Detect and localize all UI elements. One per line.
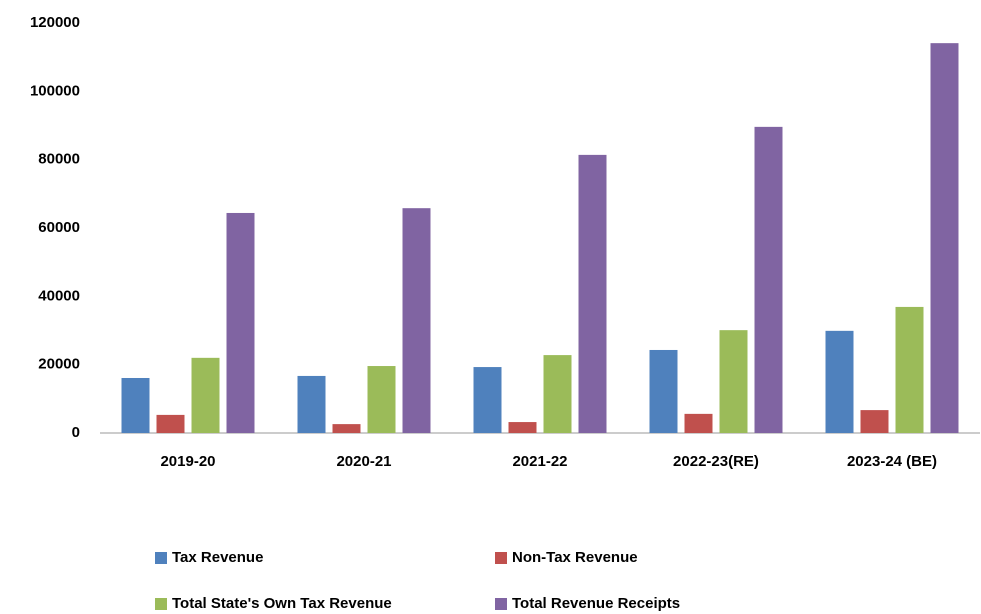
bar [367, 366, 396, 433]
bar [930, 43, 959, 434]
bar [825, 330, 854, 433]
y-tick-label: 0 [72, 424, 80, 441]
bar [191, 357, 220, 433]
bar [402, 208, 431, 433]
y-tick-label: 40000 [38, 287, 80, 304]
legend-label: Total Revenue Receipts [512, 595, 680, 612]
bar [684, 413, 713, 433]
legend-swatch [155, 598, 167, 610]
y-tick-label: 20000 [38, 356, 80, 373]
y-tick-label: 80000 [38, 151, 80, 168]
legend-label: Tax Revenue [172, 549, 263, 566]
bar [473, 367, 502, 433]
y-tick-label: 120000 [30, 14, 80, 31]
bar [508, 422, 537, 433]
legend-label: Non-Tax Revenue [512, 549, 638, 566]
bar [649, 349, 678, 433]
bar [543, 355, 572, 433]
bar [754, 126, 783, 433]
x-tick-label: 2022-23(RE) [673, 453, 759, 470]
y-tick-label: 100000 [30, 82, 80, 99]
x-tick-label: 2019-20 [160, 453, 215, 470]
legend-label: Total State's Own Tax Revenue [172, 595, 392, 612]
bar [226, 212, 255, 433]
legend-swatch [155, 552, 167, 564]
bar [121, 377, 150, 433]
legend-swatch [495, 598, 507, 610]
x-tick-label: 2020-21 [336, 453, 391, 470]
bar [332, 424, 361, 433]
bar [156, 414, 185, 433]
bar [297, 375, 326, 433]
x-tick-label: 2021-22 [512, 453, 567, 470]
bar [578, 154, 607, 433]
legend-swatch [495, 552, 507, 564]
x-tick-label: 2023-24 (BE) [847, 453, 937, 470]
bar [895, 306, 924, 433]
y-tick-label: 60000 [38, 219, 80, 236]
bar [860, 410, 889, 433]
bar [719, 330, 748, 433]
